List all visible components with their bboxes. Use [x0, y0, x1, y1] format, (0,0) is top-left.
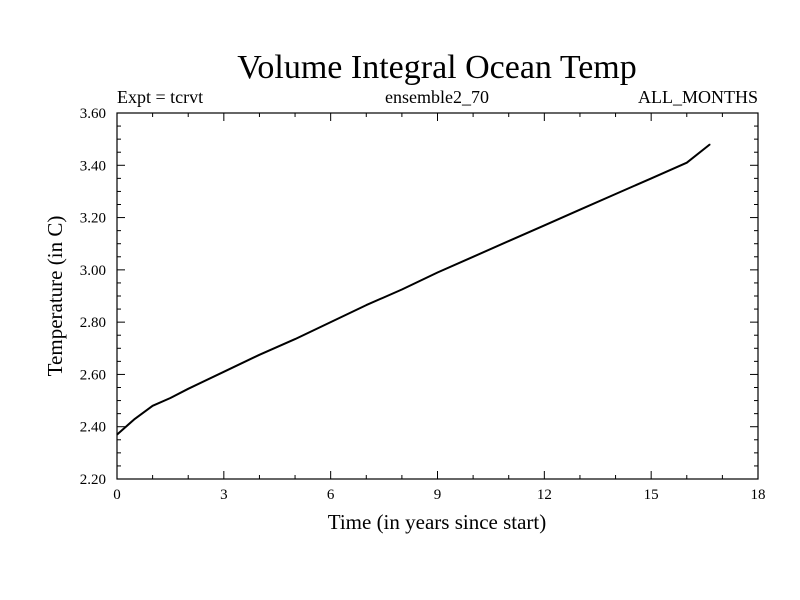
- y-tick-label: 2.20: [80, 472, 106, 488]
- chart-title: Volume Integral Ocean Temp: [237, 49, 637, 86]
- x-tick-label: 6: [327, 487, 335, 503]
- data-point: [169, 397, 172, 399]
- data-point: [125, 426, 127, 428]
- data-point: [187, 388, 189, 390]
- subtitle-center: ensemble2_70: [385, 87, 489, 107]
- subtitle-left: Expt = tcrvt: [117, 87, 203, 107]
- data-point: [614, 193, 617, 195]
- y-tick-label: 2.80: [80, 315, 106, 331]
- data-point: [709, 143, 711, 145]
- y-tick-label: 3.20: [80, 211, 106, 227]
- data-point: [294, 338, 296, 340]
- y-tick-label: 2.40: [80, 420, 106, 436]
- series-line: [116, 143, 711, 436]
- data-point: [543, 224, 545, 227]
- x-tick-label: 9: [434, 487, 442, 503]
- series-group: [116, 143, 711, 436]
- y-axis: 2.20 2.40 2.60 2.80 3.00 3.20 3.40 3.60: [80, 106, 106, 488]
- subtitle-right: ALL_MONTHS: [638, 87, 758, 107]
- x-tick-label: 0: [113, 487, 121, 503]
- plot-frame: [116, 112, 759, 480]
- y-tick-label: 3.40: [80, 158, 106, 174]
- data-point: [650, 177, 652, 179]
- data-point: [472, 256, 474, 258]
- x-tick-label: 18: [751, 487, 766, 503]
- x-axis: 0 3 6 9 12 15 18: [113, 487, 765, 503]
- x-tick-label: 15: [644, 487, 659, 503]
- data-point: [508, 240, 510, 242]
- data-point: [116, 433, 118, 436]
- data-point: [686, 162, 688, 164]
- y-tick-label: 3.60: [80, 106, 106, 122]
- x-tick-label: 12: [537, 487, 552, 503]
- x-axis-label: Time (in years since start): [328, 510, 547, 534]
- data-point: [579, 209, 581, 211]
- data-point: [134, 418, 136, 420]
- y-tick-label: 3.00: [80, 263, 106, 279]
- data-point: [365, 304, 367, 306]
- data-point: [152, 405, 154, 407]
- y-tick-label: 2.60: [80, 367, 106, 383]
- data-point: [223, 371, 225, 373]
- data-point: [330, 321, 332, 323]
- data-point: [258, 354, 261, 356]
- y-axis-label: Temperature (in C): [43, 216, 67, 377]
- x-tick-label: 3: [220, 487, 228, 503]
- minor-ticks: [116, 112, 759, 480]
- data-point: [401, 288, 403, 291]
- data-point: [436, 271, 439, 274]
